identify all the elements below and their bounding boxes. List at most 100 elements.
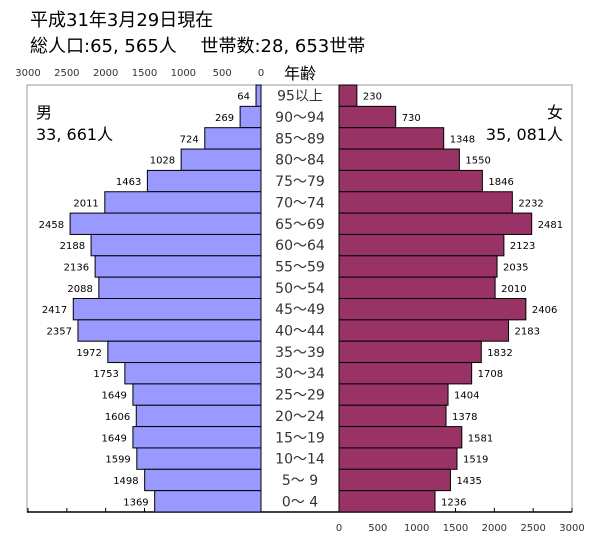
female-data-label: 1550 [465,156,490,167]
male-bar [239,105,262,129]
population-summary: 総人口:65, 565人 世帯数:28, 653世帯 [30,36,366,57]
female-data-label: 1519 [463,455,488,466]
female-bar [338,362,473,385]
female-data-label: 1404 [454,391,479,402]
female-bar [338,490,436,513]
male-data-label: 1463 [116,177,141,188]
female-bar [338,319,510,342]
male-bar [135,404,262,428]
male-bar [255,84,262,107]
age-group-label: 55～59 [275,259,325,275]
female-data-label: 1708 [478,369,503,380]
male-bar [77,319,262,342]
x-tick-label-left: 1500 [132,68,157,79]
female-label: 女 [547,103,563,122]
male-data-label: 2458 [39,220,64,231]
female-bar [338,84,358,107]
female-data-label: 1832 [487,348,512,359]
male-bar [104,191,262,214]
age-group-label: 85～89 [275,131,325,147]
x-tick-label-left: 0 [258,68,264,79]
x-tick-label-right: 1500 [443,523,468,534]
age-group-label: 15～19 [275,430,325,446]
female-data-label: 2035 [503,262,528,273]
female-bar [338,447,458,470]
age-group-label: 25～29 [275,388,325,404]
age-group-label: 20～24 [275,409,325,425]
male-bar [180,148,262,171]
female-bar [338,105,397,129]
female-data-label: 2010 [501,284,526,295]
male-data-label: 2088 [67,284,92,295]
male-bar [90,233,262,257]
female-data-label: 1378 [452,412,477,423]
x-tick-label-left: 2500 [54,68,79,79]
male-bar [132,426,262,449]
age-group-label: 40～44 [275,324,325,340]
female-data-label: 1846 [488,177,513,188]
female-total: 35, 081人 [486,125,563,144]
female-data-label: 730 [402,113,421,124]
female-data-label: 2123 [510,241,535,252]
age-group-label: 60～64 [275,238,325,254]
male-data-label: 2188 [60,241,85,252]
male-data-label: 2011 [73,198,98,209]
male-data-label: 2417 [42,305,67,316]
age-group-label: 75～79 [275,174,325,190]
female-bar [338,383,449,406]
female-data-label: 1435 [456,476,481,487]
age-group-label: 10～14 [275,452,325,468]
male-bar [98,276,262,299]
x-tick-label-right: 1000 [404,523,429,534]
male-bar [94,255,262,278]
age-group-label: 30～34 [275,366,325,382]
female-data-label: 2232 [518,198,543,209]
x-tick-label-right: 0 [336,523,342,534]
female-data-label: 2481 [538,220,563,231]
age-group-label: 5～ 9 [282,473,318,489]
age-group-label: 65～69 [275,217,325,233]
x-tick-label-left: 1000 [171,68,196,79]
male-data-label: 1369 [123,497,148,508]
male-data-label: 1599 [105,455,130,466]
female-bar [338,169,483,193]
male-label: 男 [36,103,52,122]
x-tick-label-right: 500 [368,523,387,534]
male-data-label: 724 [180,134,199,145]
age-group-label: 45～49 [275,302,325,318]
male-data-label: 1606 [105,412,130,423]
x-tick-label-left: 500 [213,68,232,79]
x-tick-label-right: 2000 [482,523,507,534]
age-group-label: 50～54 [275,281,325,297]
male-data-label: 2136 [64,262,89,273]
female-bar [338,298,527,321]
female-bar [338,148,460,171]
male-total: 33, 661人 [36,125,113,144]
age-group-label: 80～84 [275,153,325,169]
male-bar [132,383,262,406]
male-bar [72,298,262,321]
age-group-label: 90～94 [275,110,325,126]
female-bar [338,212,533,235]
female-data-label: 2406 [532,305,557,316]
x-tick-label-right: 3000 [559,523,584,534]
male-data-label: 1028 [150,156,175,167]
male-bar [204,127,262,150]
male-bar [69,212,262,235]
age-group-label: 70～74 [275,195,325,211]
female-data-label: 1348 [450,134,475,145]
age-axis-label: 年齢 [284,64,316,83]
male-bar [144,468,262,492]
female-data-label: 2183 [515,327,540,338]
male-data-label: 64 [237,92,250,103]
male-bar [154,490,262,513]
male-data-label: 1649 [101,391,126,402]
female-bar [338,233,505,257]
female-bar [338,468,451,492]
female-data-label: 1581 [468,433,493,444]
female-bar [338,191,513,214]
female-bar [338,426,463,449]
male-data-label: 269 [215,113,234,124]
female-data-label: 1236 [441,497,466,508]
